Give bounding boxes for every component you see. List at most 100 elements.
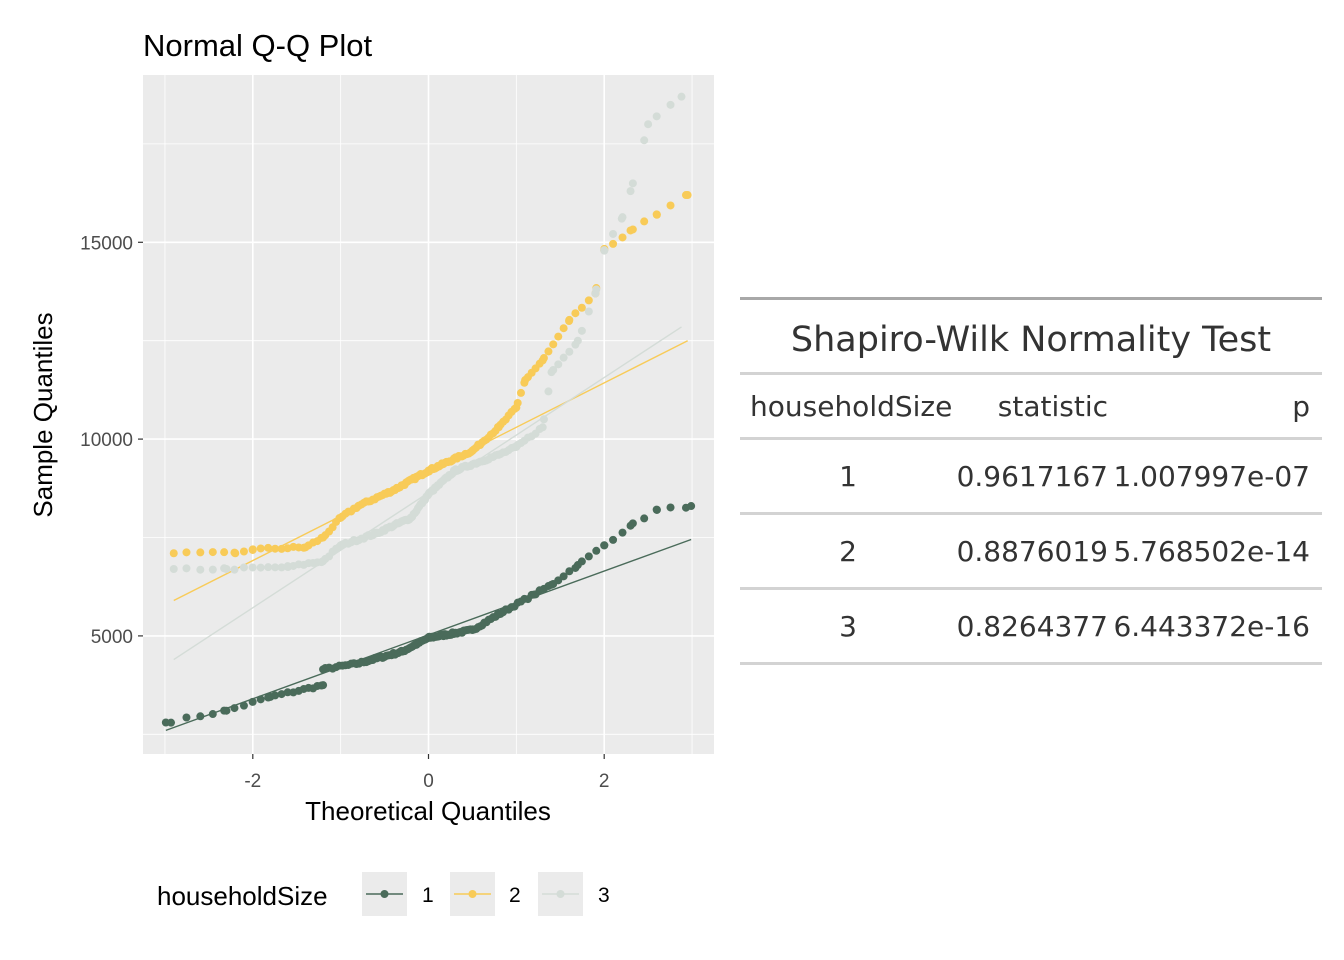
series-2-point xyxy=(535,359,544,368)
series-1-point xyxy=(264,693,273,702)
series-3-point xyxy=(554,360,563,369)
series-2-point xyxy=(652,210,661,219)
series-3-point xyxy=(256,563,265,572)
series-1-point xyxy=(559,572,568,581)
series-2-point xyxy=(681,191,690,200)
shapiro-wilk-table: Shapiro-Wilk Normality Test householdSiz… xyxy=(740,297,1322,665)
x-tick-label: 2 xyxy=(599,771,610,792)
series-1-point xyxy=(609,535,618,544)
legend-key-2-point xyxy=(468,890,477,898)
qq-plot: Normal Q-Q Plot -2 0 2 5000 10000 15000 Theo… xyxy=(28,28,714,916)
series-1-point xyxy=(182,713,191,722)
series-2-point xyxy=(609,239,618,248)
series-3-point xyxy=(271,563,280,572)
series-3-point xyxy=(640,136,649,145)
y-axis-ticks: 5000 10000 15000 xyxy=(80,233,143,648)
table-divider xyxy=(740,437,1322,440)
series-2-point xyxy=(666,201,675,210)
series-1-point xyxy=(584,552,593,561)
series-2-point xyxy=(196,548,205,557)
series-3-point xyxy=(539,415,548,424)
table-top-rule xyxy=(740,297,1322,300)
sample-points xyxy=(161,92,696,727)
series-2-point xyxy=(248,545,257,554)
header-household-size: householdSize xyxy=(750,389,953,423)
series-2-point xyxy=(510,404,519,413)
cell-household-size: 2 xyxy=(839,534,857,568)
y-tick-label: 15000 xyxy=(80,233,133,254)
x-tick-label: 0 xyxy=(423,771,434,792)
series-1-point xyxy=(230,704,239,713)
table-header-rule xyxy=(740,372,1322,375)
series-2-point xyxy=(277,544,286,553)
series-2-point xyxy=(539,354,548,363)
series-2-point xyxy=(618,233,627,242)
series-2-point xyxy=(516,388,525,397)
series-3-point xyxy=(196,565,205,574)
series-3-point xyxy=(644,120,653,129)
legend: householdSize 1 2 3 xyxy=(157,872,610,916)
cell-p: 1.007997e-07 xyxy=(1113,459,1310,493)
series-1-point xyxy=(317,681,326,690)
series-1-point xyxy=(167,718,176,727)
series-3-point xyxy=(609,229,618,238)
series-1-point xyxy=(628,519,637,528)
series-2-point xyxy=(544,347,553,356)
series-2-point xyxy=(571,309,580,318)
series-2-point xyxy=(628,225,637,234)
series-1-point xyxy=(248,697,257,706)
series-3-point xyxy=(277,563,286,572)
series-3-point xyxy=(577,326,586,335)
series-2-point xyxy=(239,547,248,556)
legend-title: householdSize xyxy=(157,881,328,911)
series-3-point xyxy=(559,353,568,362)
legend-key-3-point xyxy=(556,890,565,898)
header-p: p xyxy=(1292,389,1310,423)
cell-statistic: 0.8876019 xyxy=(956,534,1108,568)
series-2-point xyxy=(208,548,217,557)
table-bottom-rule xyxy=(740,662,1322,665)
series-3-point xyxy=(283,562,292,571)
series-1-point xyxy=(652,505,661,514)
series-2-point xyxy=(230,548,239,557)
header-statistic: statistic xyxy=(997,389,1108,423)
series-3-point xyxy=(626,187,635,196)
x-tick-label: -2 xyxy=(244,771,261,792)
series-1-point xyxy=(571,563,580,572)
series-3-point xyxy=(628,179,637,188)
series-3-point xyxy=(652,112,661,121)
series-3-point xyxy=(549,365,558,374)
series-2-point xyxy=(264,543,273,552)
table-row: 1 0.9617167 1.007997e-07 xyxy=(740,440,1322,512)
series-1-point xyxy=(681,503,690,512)
series-3-point xyxy=(208,565,217,574)
series-3-point xyxy=(182,564,191,573)
series-2-point xyxy=(271,544,280,553)
y-axis-label: Sample Quantiles xyxy=(28,312,58,517)
series-2-point xyxy=(565,315,574,324)
series-3-point xyxy=(584,307,593,316)
series-3-point xyxy=(571,340,580,349)
series-3-point xyxy=(618,213,627,222)
chart-title: Normal Q-Q Plot xyxy=(143,28,372,63)
series-1-point xyxy=(277,690,286,699)
table-divider xyxy=(740,587,1322,590)
y-tick-label: 5000 xyxy=(91,627,133,648)
series-2-point xyxy=(549,340,558,349)
legend-label-2: 2 xyxy=(509,884,521,907)
table-divider xyxy=(740,512,1322,515)
legend-label-3: 3 xyxy=(598,884,610,907)
series-3-point xyxy=(230,565,239,574)
cell-p: 5.768502e-14 xyxy=(1113,534,1310,568)
series-3-point xyxy=(169,564,178,573)
table-row: 3 0.8264377 6.443372e-16 xyxy=(740,590,1322,662)
series-3-point xyxy=(565,347,574,356)
series-3-point xyxy=(264,563,273,572)
series-1-point xyxy=(592,546,601,555)
series-2-point xyxy=(169,549,178,558)
series-3-point xyxy=(239,563,248,572)
series-3-point xyxy=(677,92,686,101)
table-header-row: householdSize statistic p xyxy=(740,375,1322,437)
y-tick-label: 10000 xyxy=(80,430,133,451)
series-3-point xyxy=(600,246,609,255)
